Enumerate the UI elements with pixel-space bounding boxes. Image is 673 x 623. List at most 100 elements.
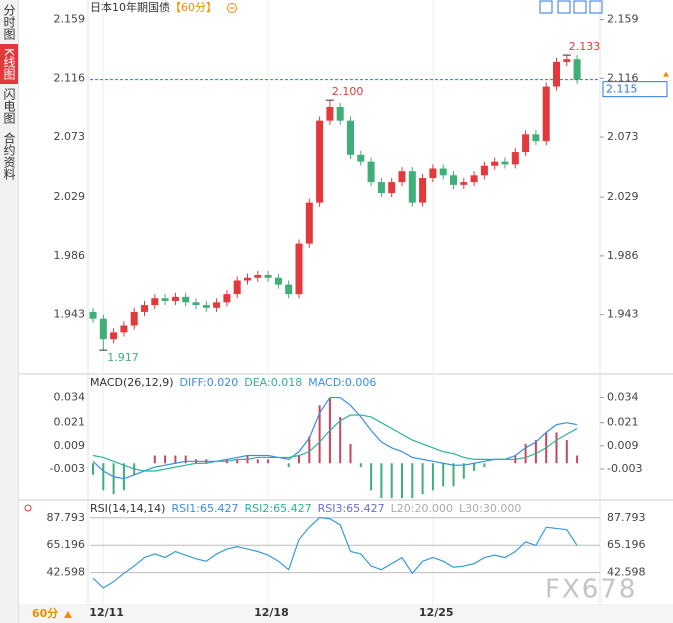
candle-body — [99, 318, 107, 340]
candle-body — [264, 275, 272, 278]
candle-body — [522, 134, 530, 153]
candle-body — [130, 311, 138, 326]
candle-body — [233, 280, 241, 295]
indicator-line — [92, 396, 578, 480]
candle-body — [367, 161, 375, 183]
y-tick-label: 2.159 — [54, 13, 86, 26]
y-tick-label: 2.116 — [54, 71, 86, 84]
candle-body — [511, 152, 519, 165]
candle-body — [573, 59, 581, 80]
candle-body — [491, 161, 499, 166]
candle-body — [182, 296, 190, 303]
y-tick-label-right: 2.159 — [607, 13, 639, 26]
candle-body — [274, 277, 282, 285]
period-arrow[interactable] — [64, 611, 72, 618]
indicator-title: MACD(26,12,9) — [90, 376, 174, 389]
y-tick-label-right: 0.034 — [607, 391, 639, 404]
candle-body — [192, 302, 200, 306]
tool-button[interactable] — [539, 0, 553, 14]
candle-body — [244, 277, 251, 281]
sidebar: 分时图 K线图 闪电图 合约资料 — [0, 0, 19, 623]
watermark: FX678 — [545, 575, 637, 605]
sidebar-tab[interactable]: 分时图 — [2, 4, 16, 40]
candle-body — [429, 168, 437, 179]
sidebar-tab[interactable]: 闪电图 — [2, 87, 16, 124]
candle-body — [223, 294, 231, 303]
y-tick-label: 2.073 — [54, 130, 86, 143]
y-tick-label: 0.009 — [54, 439, 86, 452]
legend-entry: L30:30.000 — [459, 502, 521, 515]
legend-entry: L20:20.000 — [391, 502, 453, 515]
x-tick-label: 12/18 — [254, 606, 289, 619]
toolbar — [539, 0, 603, 14]
candle-body — [553, 61, 560, 87]
candle-body — [141, 305, 148, 312]
candle-body — [295, 243, 303, 295]
candle-body — [470, 175, 478, 183]
candle-body — [151, 298, 159, 306]
y-tick-label: 42.598 — [47, 566, 86, 579]
candle-body — [388, 182, 396, 194]
period-label[interactable]: 【60分】 — [170, 1, 217, 14]
extreme-label: 2.133 — [569, 40, 601, 53]
legend-entry: DEA:0.018 — [244, 376, 302, 389]
y-tick-label: 1.943 — [54, 308, 86, 321]
candle-body — [305, 202, 313, 244]
sidebar-tab[interactable]: 合约资料 — [2, 131, 16, 180]
chart-title: 日本10年期国债 — [90, 0, 170, 14]
candle-body — [398, 171, 406, 183]
x-tick-label: 12/25 — [419, 606, 454, 619]
tool-button[interactable] — [557, 0, 571, 14]
price-arrow — [663, 71, 669, 77]
legend-entry: MACD:0.006 — [308, 376, 376, 389]
candle-body — [347, 120, 354, 155]
indicator-title: RSI(14,14,14) — [90, 502, 165, 515]
tool-button[interactable] — [589, 0, 603, 14]
y-tick-label: -0.003 — [50, 462, 85, 475]
y-tick-label-right: 42.598 — [607, 566, 646, 579]
candle-body — [202, 305, 210, 308]
y-tick-label-right: 1.986 — [607, 249, 639, 262]
y-tick-label-right: -0.003 — [607, 462, 642, 475]
candle-body — [532, 134, 540, 142]
candle-body — [377, 182, 385, 194]
legend-entry: RSI2:65.427 — [245, 502, 312, 515]
extreme-label: 2.100 — [332, 85, 364, 98]
y-tick-label-right: 1.943 — [607, 308, 639, 321]
candle-body — [439, 168, 447, 176]
candle-body — [120, 325, 128, 333]
indicator-line — [92, 516, 578, 589]
candle-body — [110, 332, 118, 340]
candle-body — [408, 171, 416, 203]
candle-body — [460, 182, 468, 185]
candle-body — [419, 178, 427, 203]
y-tick-label-right: 2.116 — [607, 71, 639, 84]
legend-entry: RSI1:65.427 — [171, 502, 238, 515]
candle-body — [357, 154, 365, 162]
candle-body — [501, 161, 509, 165]
y-tick-label-right: 87.793 — [607, 511, 646, 524]
y-tick-label: 2.029 — [54, 190, 86, 203]
indicator-line — [92, 414, 578, 472]
x-tick-label: 12/11 — [89, 606, 124, 619]
candle-body — [285, 284, 293, 295]
y-tick-label: 65.196 — [47, 538, 86, 551]
candle-body — [171, 296, 179, 301]
y-tick-label-right: 65.196 — [607, 538, 646, 551]
candle-body — [542, 86, 550, 142]
y-tick-label-right: 2.073 — [607, 130, 639, 143]
collapse-icon[interactable] — [227, 3, 237, 13]
bottom-bar — [18, 604, 673, 623]
y-tick-label: 0.034 — [54, 391, 86, 404]
tool-button[interactable] — [573, 0, 587, 14]
candle-body — [254, 275, 262, 278]
y-tick-label: 1.986 — [54, 249, 86, 262]
settings-icon[interactable] — [24, 504, 32, 512]
bottom-period[interactable]: 60分 — [32, 606, 58, 620]
candle-body — [89, 311, 97, 319]
legend-entry: DIFF:0.020 — [180, 376, 239, 389]
y-tick-label: 87.793 — [47, 511, 86, 524]
sidebar-tab[interactable]: K线图 — [0, 44, 18, 84]
extreme-label: 1.917 — [107, 351, 139, 364]
